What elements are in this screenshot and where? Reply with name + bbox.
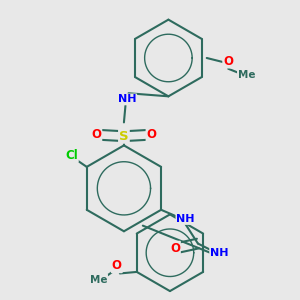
- Text: O: O: [170, 242, 180, 255]
- Text: O: O: [91, 128, 101, 141]
- Text: O: O: [112, 259, 122, 272]
- Text: Me: Me: [90, 274, 107, 285]
- Text: O: O: [146, 128, 157, 141]
- Text: S: S: [119, 130, 129, 143]
- Text: NH: NH: [210, 248, 229, 258]
- Text: Cl: Cl: [65, 149, 78, 162]
- Text: NH: NH: [176, 214, 195, 224]
- Text: NH: NH: [118, 94, 136, 104]
- Text: O: O: [223, 55, 233, 68]
- Text: Me: Me: [238, 70, 255, 80]
